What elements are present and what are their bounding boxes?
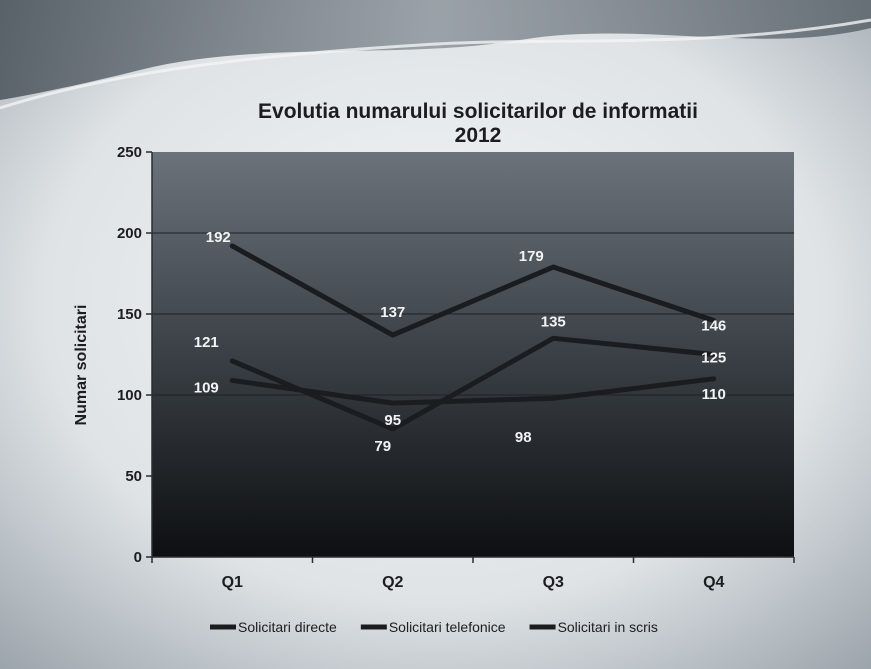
legend: Solicitari directe Solicitari telefonice S…: [210, 619, 658, 635]
y-axis: 0 50 100 150 200 250: [117, 144, 153, 566]
data-label: 121: [194, 334, 219, 351]
series-line-1: [229, 243, 717, 338]
series-line-3: [229, 376, 717, 406]
data-label: 137: [380, 304, 405, 321]
data-label: 192: [206, 229, 231, 246]
x-tick-label: Q1: [222, 574, 243, 591]
series-lines: [229, 243, 717, 432]
y-axis-label: Numar solicitari: [73, 305, 90, 426]
chart-subtitle: 2012: [455, 124, 502, 147]
x-axis: Q1 Q2 Q3 Q4: [151, 556, 795, 591]
legend-entry: Solicitari directe: [238, 619, 337, 635]
x-tick-label: Q4: [703, 574, 724, 591]
data-label: 79: [374, 438, 391, 455]
y-tick-label: 50: [125, 468, 142, 485]
y-tick-label: 150: [117, 306, 142, 323]
data-label: 95: [384, 412, 401, 429]
data-label: 125: [701, 350, 726, 367]
x-tick-label: Q3: [543, 574, 564, 591]
decorative-swoosh-highlight: [0, 18, 871, 110]
y-tick-label: 100: [117, 387, 142, 404]
data-label: 98: [515, 429, 532, 446]
data-label: 109: [194, 379, 219, 396]
data-label: 110: [702, 386, 726, 403]
legend-entry: Solicitari telefonice: [389, 619, 506, 635]
chart-title: Evolutia numarului solicitarilor de info…: [258, 100, 698, 123]
y-tick-label: 250: [117, 144, 142, 161]
legend-entry: Solicitari in scris: [558, 619, 658, 635]
gridlines: [152, 232, 794, 477]
plot-area: [152, 152, 794, 557]
decorative-swoosh: [0, 0, 871, 100]
x-tick-label: Q2: [382, 574, 403, 591]
series-line-2: [229, 335, 717, 432]
data-labels: 192 137 179 146 121 79 135 125 109 95 98 110: [194, 229, 727, 455]
data-label: 146: [701, 317, 726, 334]
data-label: 179: [519, 248, 544, 265]
data-label: 135: [541, 313, 566, 330]
y-tick-label: 0: [134, 549, 142, 566]
y-tick-label: 200: [117, 225, 142, 242]
